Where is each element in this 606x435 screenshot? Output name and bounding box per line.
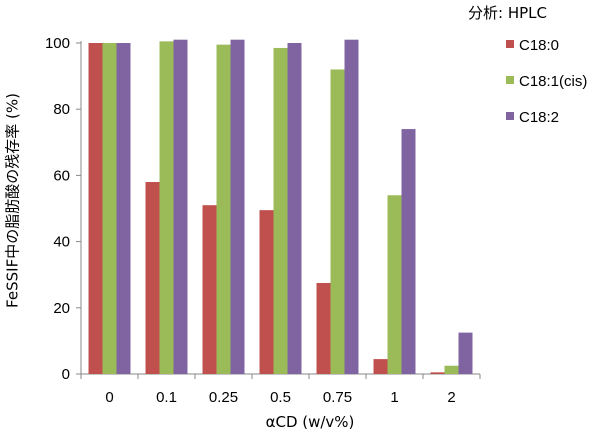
bar bbox=[102, 43, 117, 374]
bar bbox=[259, 210, 274, 374]
legend-swatch bbox=[506, 112, 514, 120]
y-tick-label: 40 bbox=[53, 234, 70, 251]
bar bbox=[159, 41, 174, 374]
x-tick-label: 0 bbox=[105, 389, 113, 406]
x-axis-label: αCD (w/v%) bbox=[265, 413, 355, 431]
bar bbox=[401, 129, 416, 374]
bar bbox=[344, 39, 359, 374]
bar bbox=[373, 359, 388, 374]
bar bbox=[145, 182, 160, 374]
bar bbox=[287, 43, 302, 374]
bar bbox=[444, 365, 459, 374]
legend-label: C18:1(cis) bbox=[519, 73, 587, 90]
x-tick-label: 1 bbox=[390, 389, 398, 406]
y-tick-label: 100 bbox=[45, 35, 70, 52]
bar bbox=[430, 372, 445, 374]
legend-swatch bbox=[506, 76, 514, 84]
x-tick-label: 0.25 bbox=[209, 389, 238, 406]
x-tick-label: 2 bbox=[447, 389, 455, 406]
y-tick-label: 80 bbox=[53, 101, 70, 118]
x-tick-label: 0.1 bbox=[156, 389, 177, 406]
analysis-annotation: 分析: HPLC bbox=[468, 4, 547, 22]
legend-swatch bbox=[506, 40, 514, 48]
y-tick-label: 20 bbox=[53, 300, 70, 317]
bar bbox=[230, 39, 245, 374]
x-tick-label: 0.75 bbox=[323, 389, 352, 406]
bar bbox=[387, 195, 402, 374]
y-tick-label: 0 bbox=[62, 366, 70, 383]
bar bbox=[202, 205, 217, 374]
y-tick-label: 60 bbox=[53, 167, 70, 184]
bar bbox=[116, 43, 131, 374]
y-axis-label: FeSSIF中の脂肪酸の残存率 (%) bbox=[3, 93, 22, 308]
bar bbox=[273, 47, 288, 375]
bar bbox=[330, 69, 345, 374]
bar bbox=[173, 39, 188, 374]
bar bbox=[216, 44, 231, 374]
x-tick-label: 0.5 bbox=[270, 389, 291, 406]
bar bbox=[88, 43, 103, 374]
legend-label: C18:2 bbox=[519, 109, 559, 126]
bar bbox=[316, 282, 331, 374]
bar bbox=[458, 332, 473, 374]
legend-label: C18:0 bbox=[519, 37, 559, 54]
